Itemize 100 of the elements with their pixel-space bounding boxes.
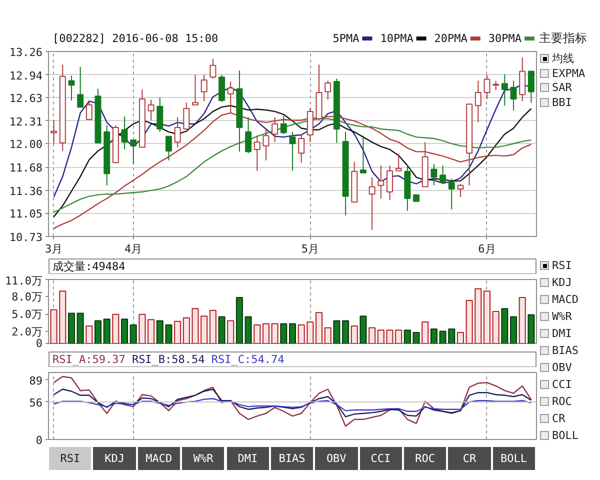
candlestick [254,135,260,172]
candlestick [68,75,75,101]
bar [316,312,323,344]
candlestick [351,161,358,203]
y-tick-label: 89 [29,374,43,388]
bar [518,297,526,344]
text: RSI [552,259,572,272]
legend-label: 5PMA [332,32,360,45]
text: W%R [552,310,572,323]
bar [227,320,234,344]
candlestick [104,124,110,186]
bar [510,316,518,344]
text: RSI_C:54.74 [211,353,285,366]
candlestick [404,164,411,212]
candlestick [148,99,154,121]
bar [138,314,146,344]
candlestick [519,56,526,102]
candlestick [422,142,428,188]
text: KDJ [552,276,572,289]
candlestick [130,139,137,165]
bar [350,326,358,344]
y-tick-label: 12.94 [9,69,43,82]
y-tick-label: 0 [36,434,42,447]
text: CR [552,412,566,425]
candlestick [138,89,146,148]
candlestick [236,70,243,152]
bar [342,320,350,344]
candlestick [174,116,181,148]
text: 均线 [552,52,574,65]
tab: BIAS [270,447,314,470]
tab-selected: RSI [49,447,92,470]
bar [430,328,438,344]
line-series [53,388,532,418]
text: 主要指标 [539,30,587,44]
y-tick-label: 10.73 [9,231,43,244]
y-tick-label: 11.68 [9,162,43,175]
candlestick [165,136,172,161]
legend-label: 20PMA [434,32,468,45]
text: BBI [552,96,572,108]
tab: W%R [182,447,224,470]
bar [333,320,340,344]
bar [209,310,216,344]
y-tick-label: 11.05 [9,208,43,221]
tab: MACD [138,447,180,470]
bar [236,297,243,344]
legend-label: 30PMA [488,32,522,45]
candlestick [192,74,198,106]
tab: ROC [404,447,446,470]
candlestick [94,88,102,144]
tab: CR [448,447,491,470]
candlestick [474,80,482,123]
bar [271,323,278,344]
bar [404,330,411,344]
candlestick [413,194,420,202]
text: SAR [552,81,572,94]
tab: BOLL [492,447,535,470]
candlestick [289,131,296,172]
text: ROC [552,395,572,408]
candlestick [386,165,393,200]
y-tick-label: 0 [36,337,42,350]
y-tick-label: 11.36 [9,184,43,198]
candlestick [378,165,384,199]
bar [492,311,500,344]
tab: DMI [226,447,269,470]
x-tick-label: 6月 [478,242,496,256]
bar [280,323,288,344]
text: BOLL [552,429,578,442]
candlestick [501,74,508,106]
candlestick [183,102,190,130]
y-tick-label: 56 [29,396,43,410]
text: OBV [552,361,572,374]
bar [244,316,252,344]
line-series [53,118,532,213]
candlestick [200,74,208,102]
bar [528,314,535,344]
bar [254,324,261,344]
text: EXPMA [552,66,586,80]
y-tick-label: 12.00 [9,138,43,152]
bar [483,290,490,344]
candlestick [272,116,278,143]
bar [422,321,429,344]
candlestick [360,135,366,174]
tab: KDJ [93,447,136,470]
bar [174,320,182,344]
tab: OBV [315,447,358,470]
bar [501,308,508,344]
bar [288,323,296,344]
bar [262,323,270,344]
candlestick [492,80,500,91]
x-tick-label: 4月 [124,242,142,256]
bar [360,316,367,344]
bar [456,332,464,344]
series-label: RSI_A:59.37 [52,353,126,366]
x-tick-label: 5月 [301,242,319,256]
chart-title: [002282] 2016-06-08 15:00 [52,32,218,45]
text: MACD [552,293,578,306]
bar [148,319,155,344]
bar [218,316,226,344]
candlestick [368,176,376,230]
candlestick [121,116,128,150]
